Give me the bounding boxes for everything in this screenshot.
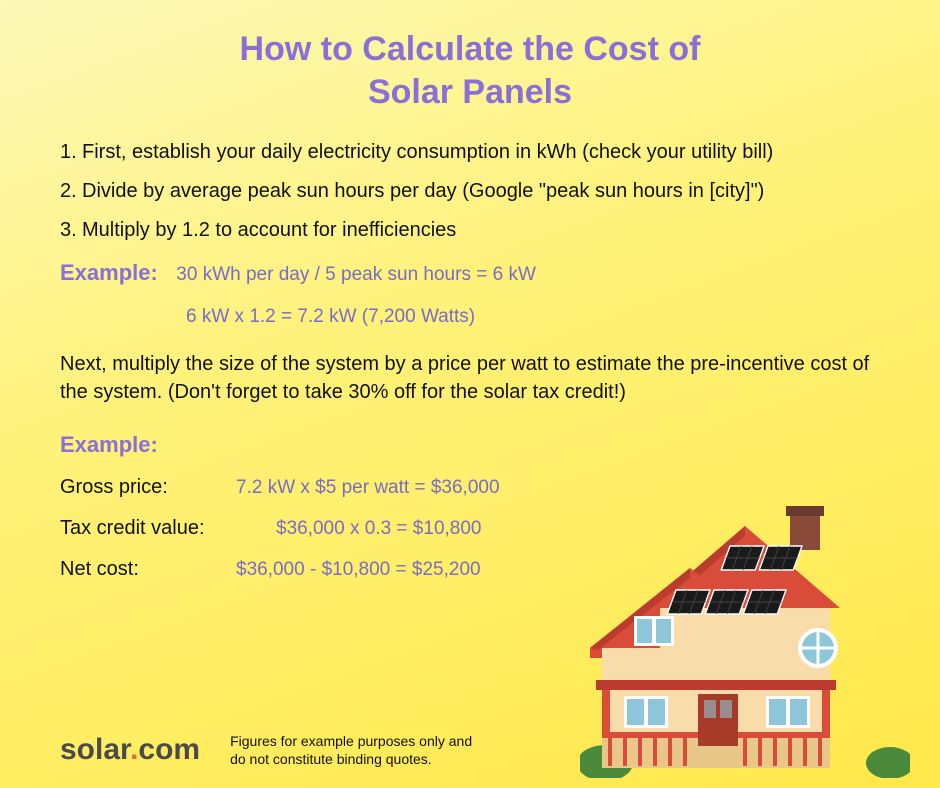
house-icon — [580, 498, 910, 778]
example-1: Example: 30 kWh per day / 5 peak sun hou… — [60, 260, 880, 328]
example-calc-line: 6 kW x 1.2 = 7.2 kW (7,200 Watts) — [186, 306, 880, 328]
calc-value: $36,000 - $10,800 = $25,200 — [236, 559, 481, 581]
title-line-2: Solar Panels — [368, 73, 572, 111]
calc-value: $36,000 x 0.3 = $10,800 — [276, 518, 481, 540]
step-item: Divide by average peak sun hours per day… — [60, 180, 880, 203]
steps-list: First, establish your daily electricity … — [60, 141, 880, 242]
infographic-page: How to Calculate the Cost of Solar Panel… — [0, 0, 940, 788]
step-item: Multiply by 1.2 to account for inefficie… — [60, 219, 880, 242]
title-line-1: How to Calculate the Cost of — [240, 30, 701, 68]
footer: solar.com Figures for example purposes o… — [60, 732, 490, 768]
body-paragraph: Next, multiply the size of the system by… — [60, 350, 880, 406]
logo: solar.com — [60, 733, 200, 767]
logo-text-2: com — [138, 733, 200, 766]
page-title: How to Calculate the Cost of Solar Panel… — [60, 28, 880, 113]
disclaimer-text: Figures for example purposes only and do… — [230, 732, 490, 768]
step-item: First, establish your daily electricity … — [60, 141, 880, 164]
calc-label: Net cost: — [60, 558, 230, 581]
example-label: Example: — [60, 260, 158, 286]
example-label: Example: — [60, 432, 158, 458]
example-calc-line: 30 kWh per day / 5 peak sun hours = 6 kW — [176, 264, 536, 286]
calc-label: Gross price: — [60, 476, 230, 499]
calc-label: Tax credit value: — [60, 517, 230, 540]
calc-value: 7.2 kW x $5 per watt = $36,000 — [236, 477, 500, 499]
logo-text-1: solar — [60, 733, 130, 766]
calc-row-gross: Gross price: 7.2 kW x $5 per watt = $36,… — [60, 476, 880, 499]
